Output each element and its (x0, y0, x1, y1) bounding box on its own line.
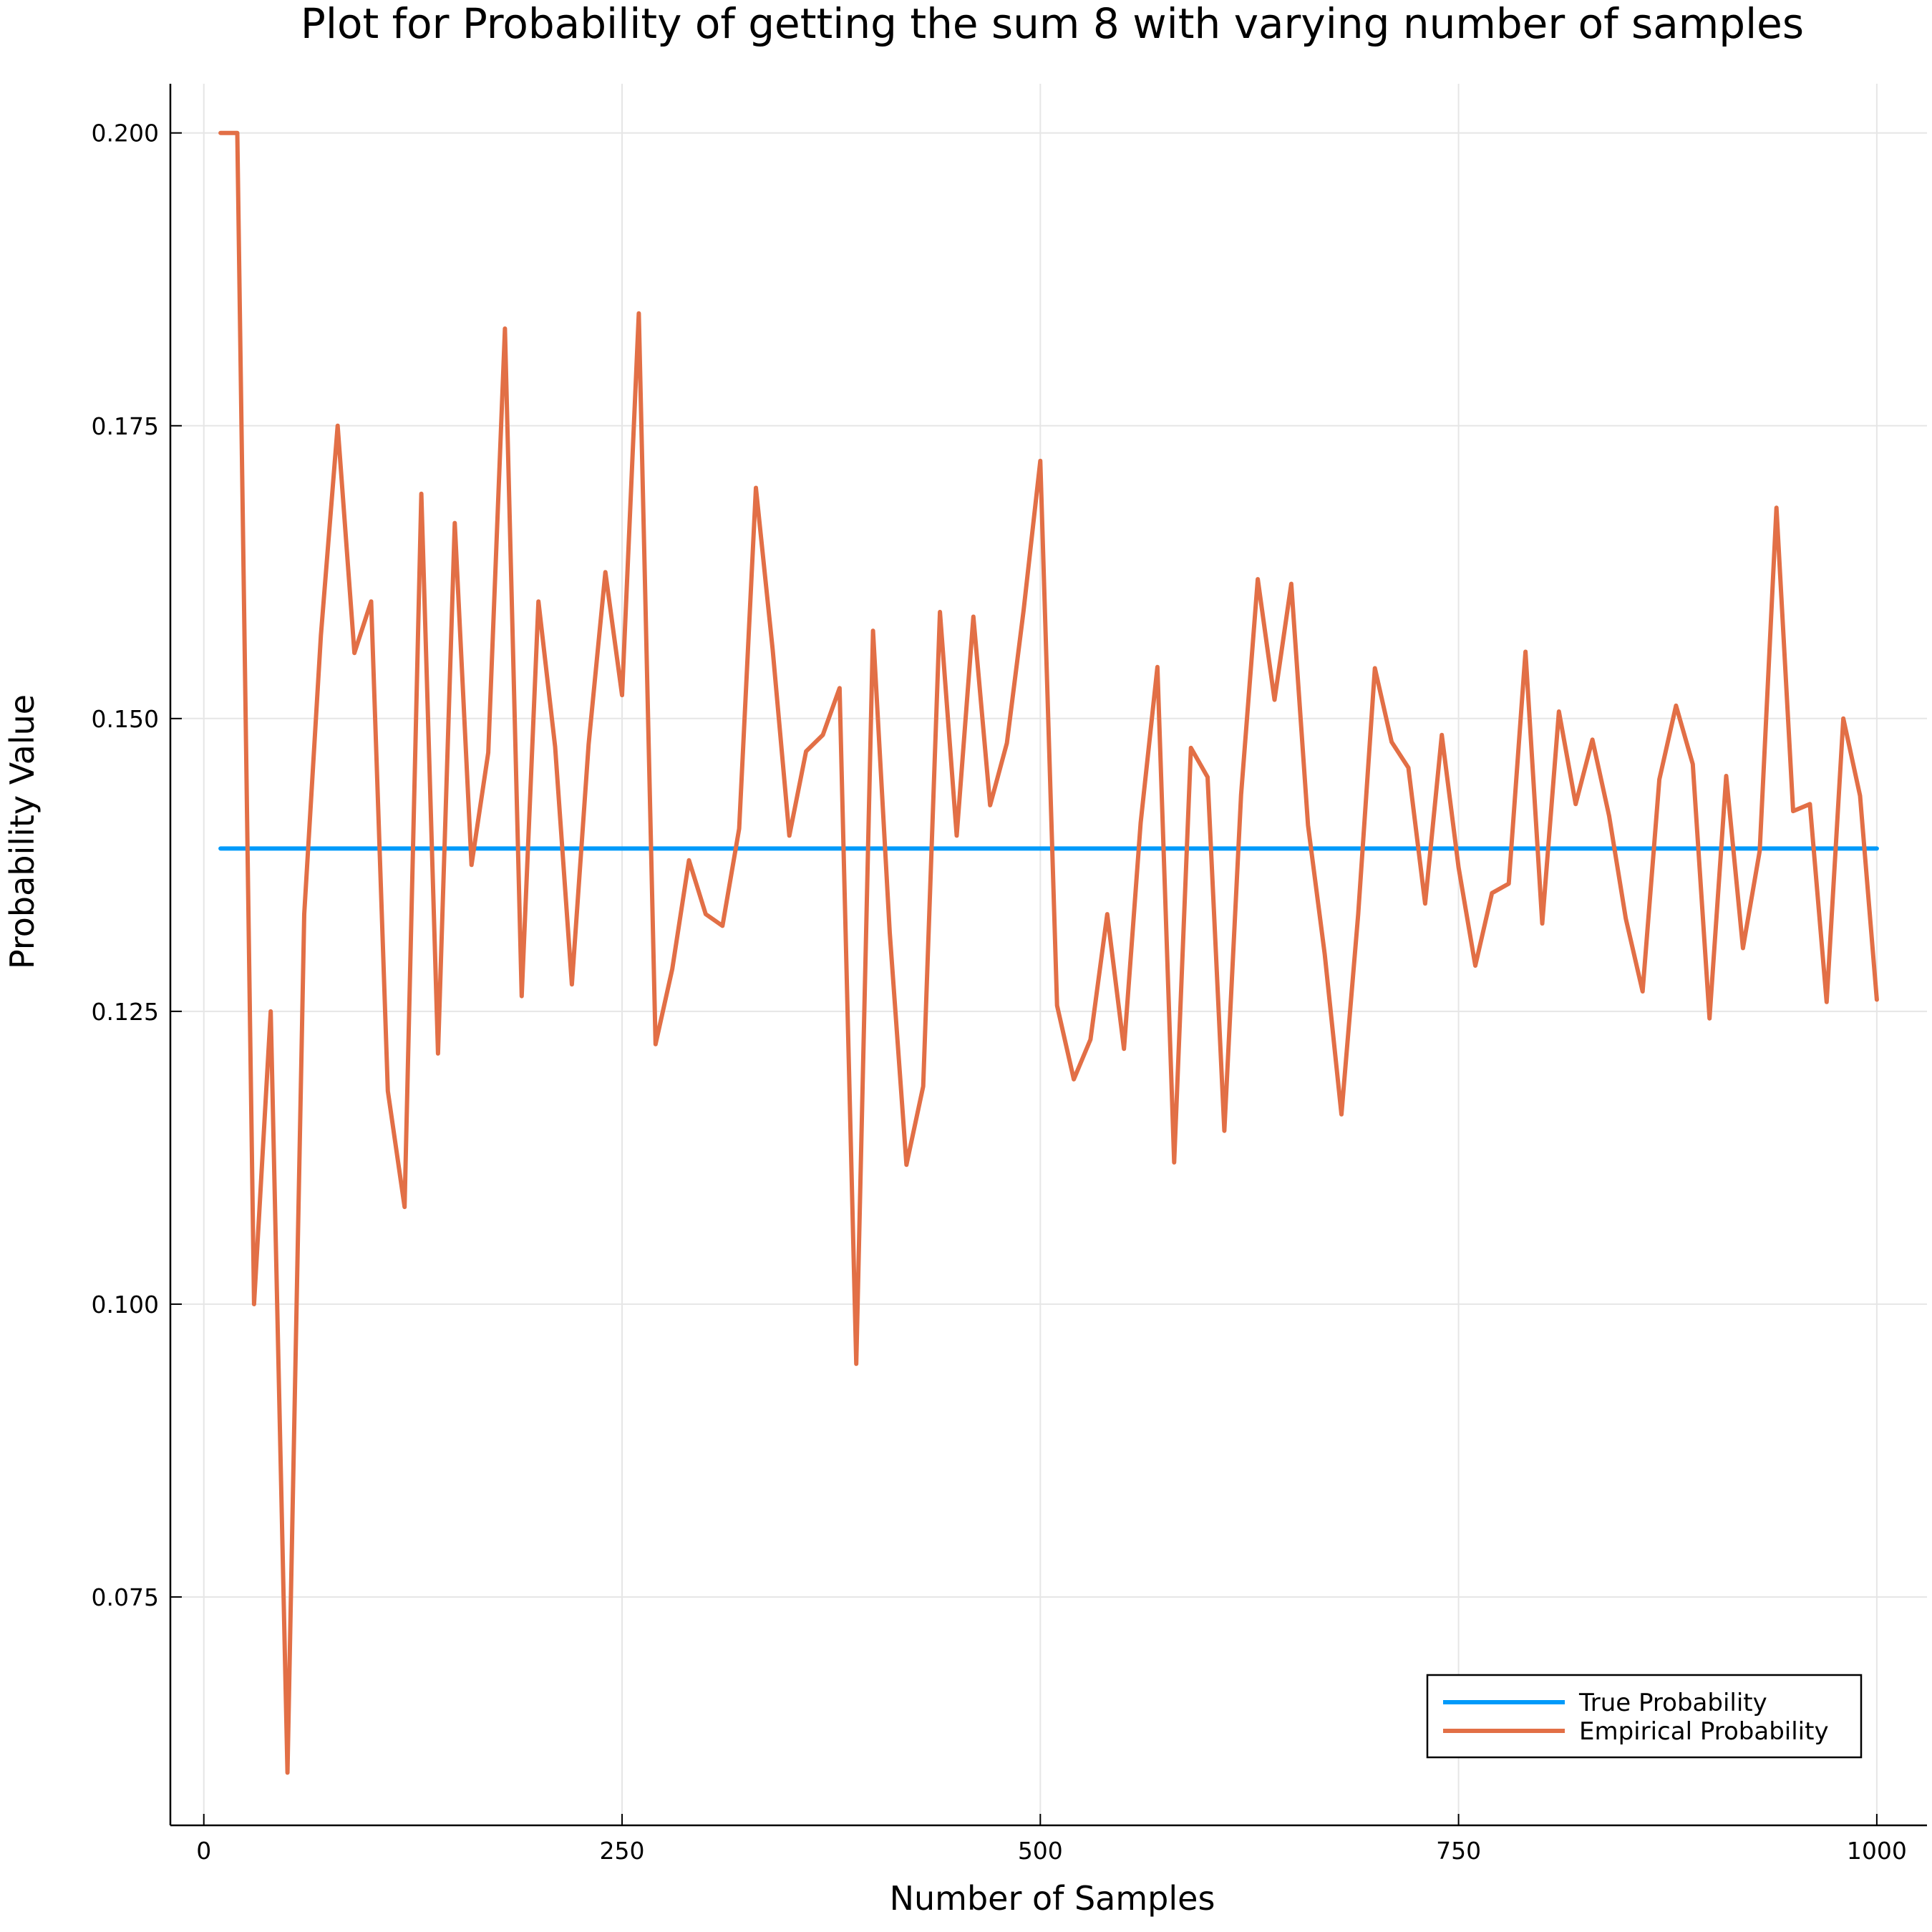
grid (170, 84, 1927, 1825)
x-tick-label: 250 (600, 1837, 645, 1865)
chart-title: Plot for Probability of getting the sum … (301, 0, 1804, 48)
x-tick-label: 0 (196, 1837, 211, 1865)
legend-box (1426, 1674, 1863, 1759)
y-tick-label: 0.150 (92, 705, 159, 733)
x-tick-label: 750 (1436, 1837, 1481, 1865)
x-axis-label: Number of Samples (890, 1879, 1215, 1918)
y-axis-label: Probability Value (3, 694, 42, 969)
series-line-2 (218, 130, 1879, 1775)
x-tick-label: 500 (1018, 1837, 1063, 1865)
y-tick-label: 0.200 (92, 120, 159, 147)
legend-label-1: True Probability (1578, 1689, 1767, 1717)
series-lines (218, 130, 1879, 1775)
y-ticks: 0.075 0.100 0.125 0.150 0.175 0.200 (92, 120, 182, 1611)
x-ticks: 0 250 500 750 1000 (196, 1814, 1907, 1865)
y-tick-label: 0.125 (92, 998, 159, 1026)
legend-label-2: Empirical Probability (1579, 1717, 1829, 1746)
y-tick-label: 0.175 (92, 412, 159, 440)
y-tick-label: 0.100 (92, 1291, 159, 1319)
y-tick-label: 0.075 (92, 1583, 159, 1611)
x-tick-label: 1000 (1847, 1837, 1907, 1865)
axes-frame (169, 84, 1927, 1827)
